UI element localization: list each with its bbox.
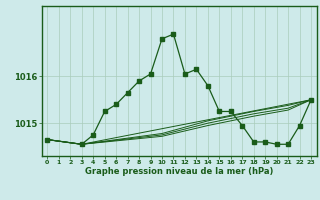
X-axis label: Graphe pression niveau de la mer (hPa): Graphe pression niveau de la mer (hPa): [85, 167, 273, 176]
